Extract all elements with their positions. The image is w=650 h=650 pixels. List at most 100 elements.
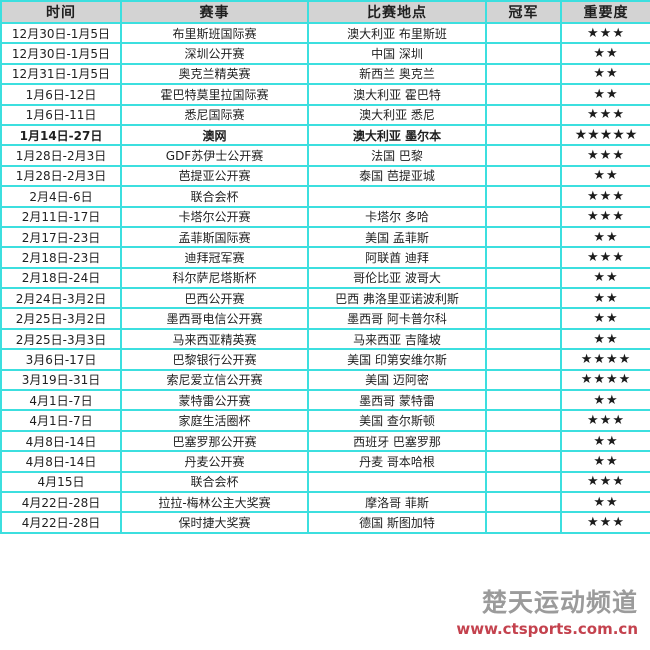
stars-cell: ★★	[560, 225, 650, 249]
table-row: 2月18日-23日 迪拜冠军赛 阿联酋 迪拜 ★★★	[0, 246, 650, 269]
date-cell: 4月22日-28日	[0, 511, 122, 534]
stars-cell: ★★★★	[560, 368, 650, 392]
table-row: 4月1日-7日 家庭生活圈杯 美国 查尔斯顿 ★★★	[0, 409, 650, 432]
location-cell	[307, 470, 487, 494]
champion-cell	[485, 490, 562, 514]
location-cell: 中国 深圳	[307, 42, 487, 65]
date-cell: 2月18日-23日	[0, 246, 122, 269]
event-cell: 拉拉-梅林公主大奖赛	[120, 490, 309, 514]
date-cell: 12月31日-1月5日	[0, 62, 122, 86]
stars-cell: ★★	[560, 307, 650, 330]
location-cell: 澳大利亚 墨尔本	[307, 123, 487, 147]
event-cell: 悉尼国际赛	[120, 103, 309, 126]
champion-cell	[485, 327, 562, 351]
champion-cell	[485, 205, 562, 228]
stars-cell: ★★★	[560, 511, 650, 534]
location-cell: 美国 印第安维尔斯	[307, 348, 487, 371]
location-cell: 法国 巴黎	[307, 144, 487, 167]
col-header-champion: 冠军	[485, 0, 562, 24]
table-row: 1月28日-2月3日 芭提亚公开赛 泰国 芭提亚城 ★★	[0, 164, 650, 188]
location-cell: 澳大利亚 霍巴特	[307, 83, 487, 106]
event-cell: 芭提亚公开赛	[120, 164, 309, 188]
champion-cell	[485, 307, 562, 330]
champion-cell	[485, 185, 562, 208]
date-cell: 4月15日	[0, 470, 122, 494]
date-cell: 12月30日-1月5日	[0, 42, 122, 65]
event-cell: 联合会杯	[120, 470, 309, 494]
table-row: 4月8日-14日 丹麦公开赛 丹麦 哥本哈根 ★★	[0, 450, 650, 473]
location-cell: 墨西哥 蒙特雷	[307, 389, 487, 412]
stars-cell: ★★	[560, 287, 650, 310]
location-cell: 美国 查尔斯顿	[307, 409, 487, 432]
stars-cell: ★★	[560, 83, 650, 106]
stars-cell: ★★	[560, 164, 650, 188]
table-row: 1月28日-2月3日 GDF苏伊士公开赛 法国 巴黎 ★★★	[0, 144, 650, 167]
location-cell: 美国 孟菲斯	[307, 225, 487, 249]
date-cell: 2月24日-3月2日	[0, 287, 122, 310]
champion-cell	[485, 511, 562, 534]
event-cell: 孟菲斯国际赛	[120, 225, 309, 249]
champion-cell	[485, 429, 562, 453]
champion-cell	[485, 83, 562, 106]
event-cell: 索尼爱立信公开赛	[120, 368, 309, 392]
event-cell: 深圳公开赛	[120, 42, 309, 65]
stars-cell: ★★★	[560, 205, 650, 228]
event-cell: 霍巴特莫里拉国际赛	[120, 83, 309, 106]
table-row: 12月31日-1月5日 奥克兰精英赛 新西兰 奥克兰 ★★	[0, 62, 650, 86]
date-cell: 2月25日-3月3日	[0, 327, 122, 351]
champion-cell	[485, 123, 562, 147]
table-row: 2月25日-3月2日 墨西哥电信公开赛 墨西哥 阿卡普尔科 ★★	[0, 307, 650, 330]
col-header-time: 时间	[0, 0, 122, 24]
table-row: 1月6日-11日 悉尼国际赛 澳大利亚 悉尼 ★★★	[0, 103, 650, 126]
brand-url[interactable]: www.ctsports.com.cn	[456, 620, 638, 638]
champion-cell	[485, 348, 562, 371]
champion-cell	[485, 62, 562, 86]
stars-cell: ★★	[560, 490, 650, 514]
event-cell: 家庭生活圈杯	[120, 409, 309, 432]
table-row: 2月4日-6日 联合会杯 ★★★	[0, 185, 650, 208]
location-cell: 墨西哥 阿卡普尔科	[307, 307, 487, 330]
site-footer: 楚天运动频道 www.ctsports.com.cn	[456, 588, 638, 638]
table-row: 1月6日-12日 霍巴特莫里拉国际赛 澳大利亚 霍巴特 ★★	[0, 83, 650, 106]
table-row: 4月8日-14日 巴塞罗那公开赛 西班牙 巴塞罗那 ★★	[0, 429, 650, 453]
location-cell: 摩洛哥 菲斯	[307, 490, 487, 514]
stars-cell: ★★	[560, 62, 650, 86]
stars-cell: ★★★	[560, 144, 650, 167]
event-cell: 科尔萨尼塔斯杯	[120, 266, 309, 290]
table-row: 2月25日-3月3日 马来西亚精英赛 马来西亚 吉隆坡 ★★	[0, 327, 650, 351]
col-header-importance: 重要度	[560, 0, 650, 24]
date-cell: 4月22日-28日	[0, 490, 122, 514]
champion-cell	[485, 164, 562, 188]
champion-cell	[485, 409, 562, 432]
stars-cell: ★★	[560, 42, 650, 65]
champion-cell	[485, 103, 562, 126]
champion-cell	[485, 450, 562, 473]
stars-cell: ★★★★	[560, 348, 650, 371]
event-cell: 巴西公开赛	[120, 287, 309, 310]
date-cell: 3月19日-31日	[0, 368, 122, 392]
table-row: 2月18日-24日 科尔萨尼塔斯杯 哥伦比亚 波哥大 ★★	[0, 266, 650, 290]
event-cell: 迪拜冠军赛	[120, 246, 309, 269]
date-cell: 2月18日-24日	[0, 266, 122, 290]
location-cell: 巴西 弗洛里亚诺波利斯	[307, 287, 487, 310]
event-cell: 奥克兰精英赛	[120, 62, 309, 86]
stars-cell: ★★	[560, 389, 650, 412]
table-row: 4月15日 联合会杯 ★★★	[0, 470, 650, 494]
location-cell: 西班牙 巴塞罗那	[307, 429, 487, 453]
event-cell: 墨西哥电信公开赛	[120, 307, 309, 330]
location-cell: 阿联酋 迪拜	[307, 246, 487, 269]
location-cell: 哥伦比亚 波哥大	[307, 266, 487, 290]
champion-cell	[485, 246, 562, 269]
date-cell: 12月30日-1月5日	[0, 21, 122, 45]
champion-cell	[485, 21, 562, 45]
date-cell: 2月17日-23日	[0, 225, 122, 249]
location-cell: 澳大利亚 悉尼	[307, 103, 487, 126]
tournament-schedule-table: 时间 赛事 比赛地点 冠军 重要度 12月30日-1月5日 布里斯班国际赛 澳大利亚…	[0, 0, 650, 534]
stars-cell: ★★	[560, 266, 650, 290]
champion-cell	[485, 389, 562, 412]
col-header-event: 赛事	[120, 0, 309, 24]
event-cell: 马来西亚精英赛	[120, 327, 309, 351]
event-cell: 巴塞罗那公开赛	[120, 429, 309, 453]
location-cell: 马来西亚 吉隆坡	[307, 327, 487, 351]
